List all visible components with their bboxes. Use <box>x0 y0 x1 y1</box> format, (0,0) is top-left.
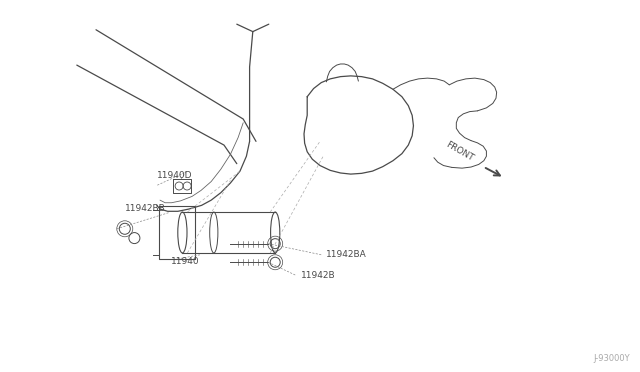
Text: J-93000Y: J-93000Y <box>593 354 630 363</box>
Text: 11942BB: 11942BB <box>125 204 166 213</box>
Text: FRONT: FRONT <box>444 140 475 163</box>
Text: 11940D: 11940D <box>157 171 192 180</box>
Text: 11942BA: 11942BA <box>326 250 367 259</box>
Text: 11940: 11940 <box>172 257 200 266</box>
Text: 11942B: 11942B <box>301 271 335 280</box>
